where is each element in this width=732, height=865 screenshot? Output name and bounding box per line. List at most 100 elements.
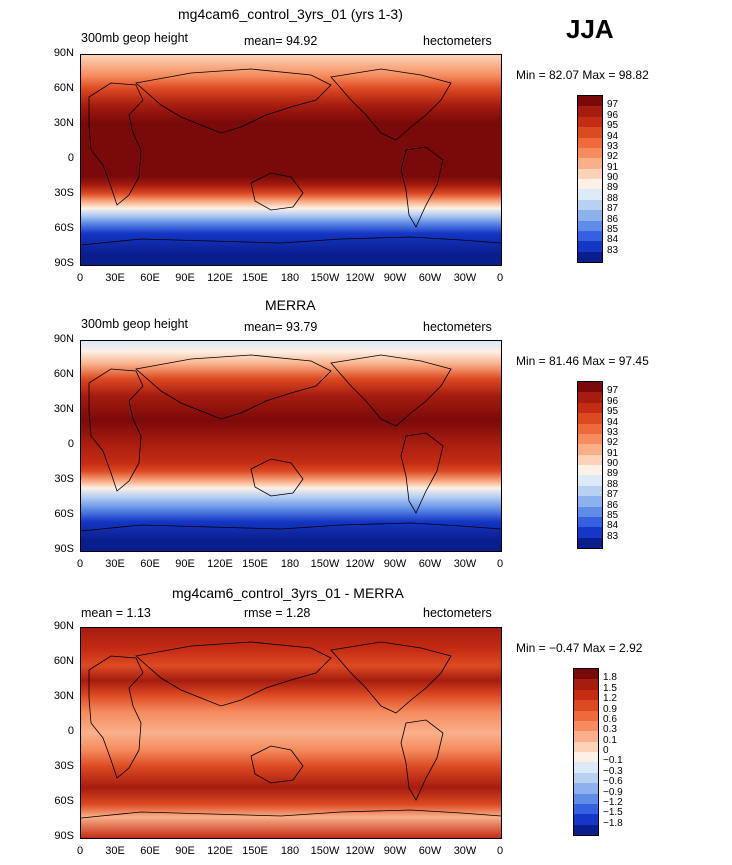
coastline	[88, 368, 144, 492]
colorbar-tick-label: 93	[607, 426, 619, 438]
colorbar-tick-label: −1.5	[603, 807, 623, 819]
panel-3-colorbar	[573, 668, 599, 836]
colorbar-tick-label: −1.8	[603, 817, 623, 829]
colorbar-tick-label: −0.6	[603, 776, 623, 788]
colorbar-segment	[578, 241, 602, 252]
colorbar-tick-label: 96	[607, 395, 619, 407]
panel-2-left-label: 300mb geop height	[81, 317, 189, 331]
coastline	[400, 146, 444, 228]
colorbar-segment	[574, 700, 598, 711]
colorbar-tick-label: −0.1	[603, 755, 623, 767]
panel-3-right-label: hectometers	[423, 606, 492, 620]
panel-2-right-label: hectometers	[423, 320, 492, 334]
longitude-tick-label: 90W	[383, 845, 407, 857]
colorbar-segment	[574, 783, 598, 794]
colorbar-tick-label: 83	[607, 530, 619, 542]
colorbar-tick-label: 86	[607, 499, 619, 511]
colorbar-tick-label: −0.3	[603, 765, 623, 777]
longitude-tick-label: 0	[76, 845, 84, 857]
latitude-tick-label: 90S	[54, 257, 74, 269]
coastline	[135, 68, 332, 134]
colorbar-tick-label: 94	[607, 416, 619, 428]
longitude-tick-label: 0	[496, 845, 504, 857]
longitude-tick-label: 180	[280, 558, 300, 570]
longitude-tick-label: 120W	[345, 845, 375, 857]
longitude-tick-label: 120E	[207, 558, 233, 570]
longitude-tick-label: 30E	[105, 272, 125, 284]
colorbar-segment	[574, 762, 598, 773]
panel-1-title: mg4cam6_control_3yrs_01 (yrs 1-3)	[178, 6, 403, 22]
colorbar-tick-label: 0.1	[603, 734, 617, 746]
latitude-tick-label: 90N	[53, 620, 74, 632]
longitude-tick-label: 120W	[345, 558, 375, 570]
panel-1-center-label: mean= 94.92	[244, 34, 318, 48]
longitude-tick-label: 60W	[418, 272, 442, 284]
coastline	[135, 641, 332, 707]
colorbar-segment	[574, 772, 598, 784]
colorbar-tick-label: 0.3	[603, 724, 617, 736]
longitude-tick-label: 60W	[418, 845, 442, 857]
latitude-tick-label: 60N	[53, 655, 74, 667]
latitude-tick-label: 60S	[54, 508, 74, 520]
longitude-tick-label: 30E	[105, 558, 125, 570]
colorbar-tick-label: 84	[607, 520, 619, 532]
colorbar-tick-label: 85	[607, 223, 619, 235]
coastline	[88, 655, 144, 779]
latitude-tick-label: 30S	[54, 187, 74, 199]
latitude-tick-label: 60N	[53, 82, 74, 94]
colorbar-segment	[574, 803, 598, 815]
panel-1-left-label: 300mb geop height	[81, 31, 189, 45]
longitude-tick-label: 90W	[383, 272, 407, 284]
colorbar-tick-label: −0.9	[603, 786, 623, 798]
colorbar-segment	[578, 516, 602, 528]
colorbar-segment	[578, 106, 602, 117]
longitude-tick-label: 60E	[140, 558, 160, 570]
panel-3-minmax: Min = −0.47 Max = 2.92	[516, 641, 643, 655]
colorbar-segment	[574, 814, 598, 825]
coastline	[135, 354, 332, 420]
colorbar-tick-label: 85	[607, 509, 619, 521]
coastline-overlay	[81, 354, 501, 532]
colorbar-tick-label: 92	[607, 151, 619, 163]
longitude-tick-label: 150W	[310, 272, 340, 284]
colorbar-segment	[574, 720, 598, 732]
colorbar-tick-label: 95	[607, 120, 619, 132]
colorbar-segment	[574, 710, 598, 721]
colorbar-segment	[578, 537, 602, 548]
colorbar-tick-label: 86	[607, 213, 619, 225]
latitude-tick-label: 90N	[53, 47, 74, 59]
coastline	[81, 522, 501, 532]
longitude-tick-label: 180	[280, 272, 300, 284]
colorbar-segment	[578, 423, 602, 434]
coastline	[81, 809, 501, 819]
colorbar-segment	[578, 465, 602, 476]
panel-2-map	[80, 340, 502, 552]
colorbar-tick-label: 96	[607, 109, 619, 121]
colorbar-tick-label: 90	[607, 172, 619, 183]
colorbar-segment	[578, 382, 602, 393]
colorbar-tick-label: 1.8	[603, 672, 617, 684]
colorbar-segment	[578, 527, 602, 538]
colorbar-segment	[574, 679, 598, 690]
longitude-tick-label: 60E	[140, 845, 160, 857]
colorbar-segment	[578, 168, 602, 179]
panel-3-title: mg4cam6_control_3yrs_01 - MERRA	[172, 585, 404, 601]
colorbar-tick-label: 0.9	[603, 703, 617, 715]
longitude-tick-label: 0	[496, 558, 504, 570]
colorbar-tick-label: 89	[607, 182, 619, 194]
coastline	[400, 432, 444, 514]
latitude-tick-label: 0	[67, 438, 74, 450]
panel-3-left-label: mean = 1.13	[81, 606, 151, 620]
colorbar-tick-label: 95	[607, 406, 619, 418]
longitude-tick-label: 150E	[242, 558, 268, 570]
latitude-tick-label: 30S	[54, 760, 74, 772]
longitude-tick-label: 180	[280, 845, 300, 857]
colorbar-tick-label: 83	[607, 244, 619, 256]
colorbar-segment	[578, 210, 602, 221]
colorbar-segment	[578, 158, 602, 169]
panel-2-colorbar	[577, 381, 603, 549]
season-label: JJA	[566, 14, 614, 44]
colorbar-tick-label: 89	[607, 468, 619, 480]
longitude-tick-label: 30W	[453, 272, 477, 284]
panel-3-center-label: rmse = 1.28	[244, 606, 311, 620]
